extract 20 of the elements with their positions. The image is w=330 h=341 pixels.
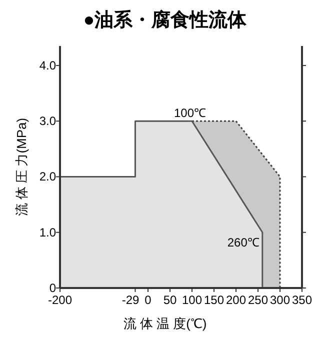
x-tick-label: 100 <box>182 293 202 307</box>
x-tick-label: 300 <box>270 293 290 307</box>
x-tick-label: 250 <box>248 293 268 307</box>
y-tick-label: 0 <box>49 281 56 295</box>
y-tick-label: 2.0 <box>39 170 56 184</box>
x-tick-label: 200 <box>226 293 246 307</box>
annotation: 100℃ <box>174 106 206 120</box>
x-tick-label: 50 <box>163 293 177 307</box>
x-tick-label: 0 <box>144 293 152 307</box>
y-axis-title: 流 体 圧 力(MPa) <box>14 118 29 216</box>
x-tick-label: 350 <box>292 293 312 307</box>
y-tick-label: 3.0 <box>39 114 56 128</box>
x-tick-label: -29 <box>122 293 140 307</box>
chart-title: ●油系・腐食性流体 <box>83 9 248 31</box>
x-tick-label: 150 <box>204 293 224 307</box>
annotation: 260℃ <box>227 235 260 250</box>
x-tick-label: -200 <box>48 293 72 307</box>
y-tick-label: 4.0 <box>39 58 56 72</box>
x-axis-title: 流 体 温 度(℃) <box>123 316 207 331</box>
y-tick-label: 1.0 <box>39 225 56 240</box>
